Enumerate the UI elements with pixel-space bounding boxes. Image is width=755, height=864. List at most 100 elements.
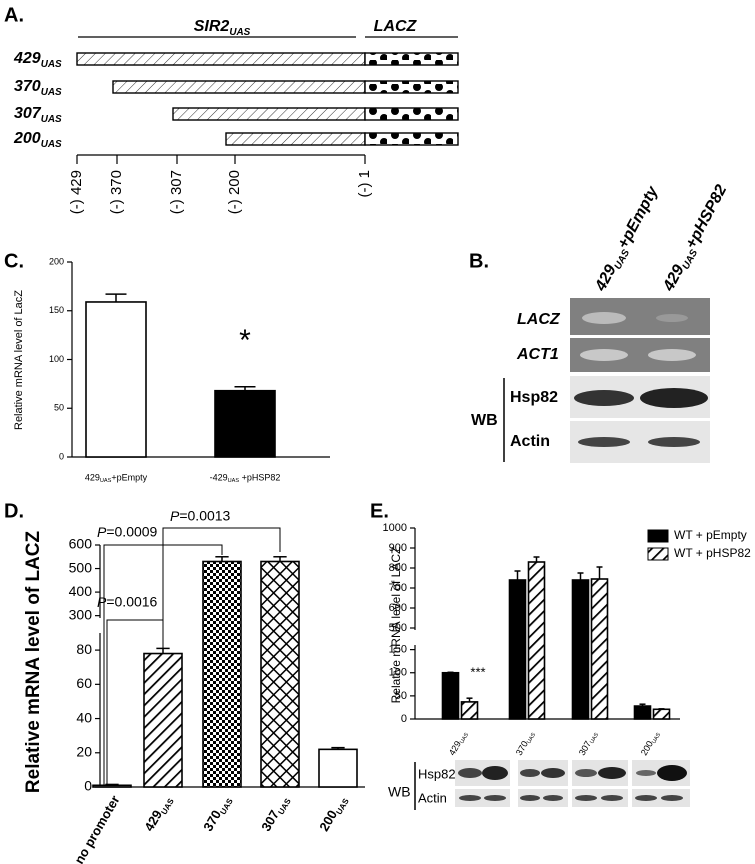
y-tick-label: 100 — [49, 354, 64, 364]
bar — [590, 578, 609, 720]
y-tick-label: 60 — [76, 675, 92, 691]
legend-swatch — [647, 547, 669, 561]
construct-label: 307UAS — [14, 105, 62, 125]
x-tick-label: 429UAS+pEmpty — [85, 472, 148, 484]
x-tick-label: 370UAS — [200, 792, 235, 835]
bar — [508, 579, 527, 720]
x-tick-label: 429UAS — [141, 792, 176, 835]
y-tick-label: 0 — [59, 451, 64, 461]
lane-label: 429UAS+pEmpty — [592, 183, 665, 296]
y-tick-label: 1000 — [383, 522, 407, 534]
significance: *** — [470, 664, 485, 679]
bar — [460, 701, 479, 720]
y-tick-label: 600 — [389, 602, 407, 614]
bar — [202, 560, 242, 788]
x-tick-label: 200UAS — [639, 729, 663, 758]
x-tick-label: 429UAS — [447, 729, 471, 758]
y-tick-label: 40 — [76, 709, 92, 725]
panel-label: C. — [4, 250, 24, 272]
y-tick-label: 150 — [389, 644, 407, 656]
bar — [92, 784, 132, 788]
blot-row-label: Hsp82 — [418, 766, 456, 781]
y-tick-label: 50 — [54, 403, 64, 413]
y-tick-label: 0 — [401, 713, 407, 725]
comparison-brackets — [103, 527, 281, 785]
y-tick-label: 200 — [49, 256, 64, 266]
y-tick-label: 600 — [69, 536, 93, 552]
lacz-segment — [364, 80, 459, 94]
blot-e — [414, 760, 690, 810]
y-axis-label: Relative mRNA level of LACZ — [23, 531, 44, 794]
p-value: P=0.0009 — [97, 524, 158, 540]
row-label: LACZ — [517, 311, 561, 328]
p-value: P=0.0013 — [170, 508, 231, 524]
y-tick-label: 700 — [389, 582, 407, 594]
bar — [571, 579, 590, 720]
promoter-segment — [172, 107, 366, 121]
position-label: (-) 1 — [356, 170, 373, 198]
x-tick-label: -429UAS +pHSP82 — [210, 472, 281, 484]
lacz-segment — [364, 52, 459, 66]
lane-label: 429UAS+pHSP82 — [660, 182, 733, 296]
promoter-segment — [112, 80, 366, 94]
y-tick-label: 150 — [49, 305, 64, 315]
reporter-label: LACZ — [374, 18, 418, 35]
y-tick-label: 500 — [69, 559, 93, 575]
blot-row-label: Actin — [418, 790, 447, 805]
legend-swatch — [647, 529, 669, 543]
y-tick-label: 500 — [389, 622, 407, 634]
y-tick-label: 100 — [389, 667, 407, 679]
row-label: Actin — [510, 433, 550, 450]
x-tick-label: no promoter — [71, 793, 122, 864]
lacz-segment — [364, 132, 459, 146]
x-tick-label: 370UAS — [514, 729, 538, 758]
y-tick-label: 0 — [84, 778, 92, 794]
construct-label: 370UAS — [14, 78, 62, 98]
row-label: ACT1 — [516, 346, 559, 363]
bar — [143, 652, 183, 788]
legend-label: WT + pHSP82 — [674, 546, 751, 560]
position-label: (-) 370 — [108, 170, 125, 214]
position-label: (-) 200 — [226, 170, 243, 214]
panel-label: B. — [469, 250, 489, 272]
lacz-segment — [364, 107, 459, 121]
x-tick-label: 307UAS — [577, 729, 601, 758]
group-label: WB — [471, 412, 498, 429]
y-tick-label: 80 — [76, 641, 92, 657]
bar — [527, 561, 546, 720]
promoter-segment — [225, 132, 366, 146]
promoter-segment — [76, 52, 366, 66]
panel-label: A. — [4, 4, 24, 26]
position-label: (-) 429 — [68, 170, 85, 214]
y-tick-label: 900 — [389, 542, 407, 554]
row-label: Hsp82 — [510, 389, 558, 406]
bar — [214, 389, 276, 458]
y-tick-label: 300 — [69, 606, 93, 622]
x-tick-label: 307UAS — [258, 792, 293, 835]
x-tick-label: 200UAS — [316, 792, 351, 835]
promoter-label: SIR2UAS — [194, 18, 251, 38]
y-tick-label: 800 — [389, 562, 407, 574]
y-tick-label: 400 — [69, 583, 93, 599]
y-tick-label: 50 — [395, 690, 407, 702]
bar — [85, 301, 147, 458]
y-axis-label: Relative mRNA level of LACZ — [389, 547, 403, 704]
position-label: (-) 307 — [168, 170, 185, 214]
bar — [633, 705, 652, 720]
legend-label: WT + pEmpty — [674, 528, 747, 542]
construct-label: 200UAS — [13, 130, 62, 150]
significance: * — [239, 324, 251, 357]
p-value: P=0.0016 — [97, 594, 158, 610]
panel-label: E. — [370, 500, 389, 522]
bar — [652, 708, 671, 720]
y-tick-label: 20 — [76, 743, 92, 759]
construct-label: 429UAS — [13, 50, 62, 70]
panel-label: D. — [4, 500, 24, 522]
bar — [260, 560, 300, 788]
bar — [318, 748, 358, 788]
bar — [441, 671, 460, 720]
y-axis-label: Relative mRNA level of LacZ — [13, 290, 25, 430]
blot-group-label: WB — [388, 784, 411, 800]
blot-b — [503, 298, 710, 463]
